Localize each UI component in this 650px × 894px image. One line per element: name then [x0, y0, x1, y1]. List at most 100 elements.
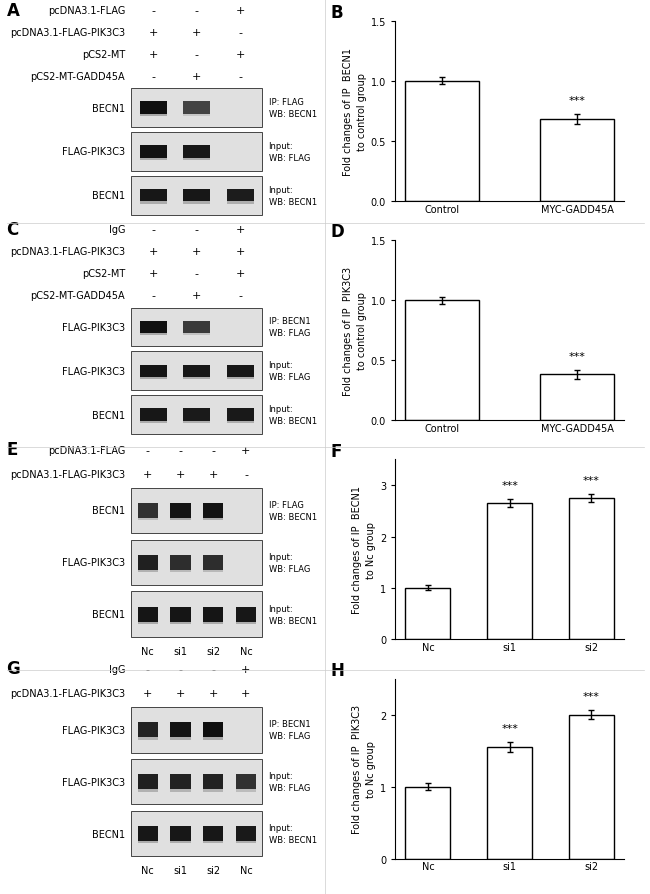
Text: IP: BECN1
WB: FLAG: IP: BECN1 WB: FLAG [268, 317, 310, 338]
Bar [540, 375, 614, 420]
Text: BECN1: BECN1 [92, 410, 125, 420]
Bar [131, 352, 263, 391]
Bar [203, 519, 224, 521]
Text: FLAG-PIK3C3: FLAG-PIK3C3 [62, 148, 125, 157]
Text: +: + [236, 269, 245, 279]
Text: +: + [148, 269, 158, 279]
Bar [170, 503, 190, 519]
Bar [203, 722, 224, 738]
Bar [170, 826, 190, 841]
Text: IgG: IgG [109, 664, 125, 674]
Bar [140, 321, 166, 333]
Text: pcDNA3.1-FLAG: pcDNA3.1-FLAG [47, 6, 125, 16]
Text: ***: *** [501, 480, 518, 491]
Text: Input:
WB: BECN1: Input: WB: BECN1 [268, 405, 317, 426]
Bar [488, 747, 532, 858]
Bar [227, 202, 254, 205]
Text: Nc: Nc [240, 646, 252, 656]
Bar [131, 177, 263, 215]
Text: pcDNA3.1-FLAG-PIK3C3: pcDNA3.1-FLAG-PIK3C3 [10, 247, 125, 257]
Text: Input:
WB: FLAG: Input: WB: FLAG [268, 361, 310, 382]
Text: si1: si1 [174, 865, 187, 875]
Bar [203, 841, 224, 844]
Text: -: - [195, 6, 199, 16]
Bar [183, 158, 211, 161]
Text: +: + [143, 688, 152, 698]
Bar [131, 133, 263, 172]
Text: H: H [331, 662, 345, 679]
Bar [140, 377, 166, 380]
Bar [183, 333, 211, 336]
Text: +: + [236, 50, 245, 60]
Bar [183, 321, 211, 333]
Bar [170, 555, 190, 570]
Bar [236, 622, 256, 625]
Bar [138, 841, 158, 844]
Text: BECN1: BECN1 [92, 829, 125, 839]
Text: ***: *** [569, 351, 586, 361]
Bar [131, 396, 263, 434]
Bar [183, 365, 211, 377]
Text: Nc: Nc [141, 865, 154, 875]
Text: -: - [151, 72, 155, 81]
Text: +: + [209, 469, 218, 479]
Text: Input:
WB: BECN1: Input: WB: BECN1 [268, 823, 317, 844]
Text: -: - [211, 664, 215, 674]
Bar [569, 715, 614, 858]
Text: +: + [236, 225, 245, 235]
Text: Input:
WB: FLAG: Input: WB: FLAG [268, 552, 310, 573]
Text: IP: FLAG
WB: BECN1: IP: FLAG WB: BECN1 [268, 501, 317, 521]
Text: pcDNA3.1-FLAG-PIK3C3: pcDNA3.1-FLAG-PIK3C3 [10, 469, 125, 479]
Text: G: G [6, 659, 20, 678]
Bar [227, 409, 254, 421]
Bar [131, 811, 263, 856]
Text: +: + [192, 291, 202, 300]
Bar [183, 377, 211, 380]
Text: BECN1: BECN1 [92, 506, 125, 516]
Bar [203, 789, 224, 792]
Bar [540, 120, 614, 201]
Bar [406, 787, 450, 858]
Text: -: - [211, 445, 215, 455]
Text: ***: *** [583, 692, 600, 702]
Bar [138, 789, 158, 792]
Text: +: + [192, 28, 202, 38]
Bar [183, 102, 211, 114]
Bar [203, 607, 224, 622]
Text: Input:
WB: BECN1: Input: WB: BECN1 [268, 186, 317, 207]
Bar [183, 202, 211, 205]
Text: +: + [192, 72, 202, 81]
Text: BECN1: BECN1 [92, 610, 125, 620]
Bar [170, 789, 190, 792]
Bar [138, 774, 158, 789]
Bar [236, 774, 256, 789]
Text: E: E [6, 440, 18, 459]
Bar [138, 503, 158, 519]
Text: pCS2-MT: pCS2-MT [82, 50, 125, 60]
Text: FLAG-PIK3C3: FLAG-PIK3C3 [62, 367, 125, 376]
Text: FLAG-PIK3C3: FLAG-PIK3C3 [62, 777, 125, 787]
Text: +: + [241, 445, 251, 455]
Text: BECN1: BECN1 [92, 104, 125, 114]
Bar [138, 622, 158, 625]
Bar [170, 519, 190, 521]
Text: +: + [236, 6, 245, 16]
Text: IgG: IgG [109, 225, 125, 235]
Text: -: - [146, 445, 150, 455]
Bar [131, 592, 263, 637]
Bar [203, 774, 224, 789]
Bar [138, 570, 158, 573]
Bar [236, 826, 256, 841]
Bar [140, 114, 166, 117]
Text: IP: FLAG
WB: BECN1: IP: FLAG WB: BECN1 [268, 98, 317, 119]
Text: +: + [148, 247, 158, 257]
Bar [203, 570, 224, 573]
Bar [203, 503, 224, 519]
Text: -: - [195, 269, 199, 279]
Bar [227, 365, 254, 377]
Text: Input:
WB: FLAG: Input: WB: FLAG [268, 772, 310, 792]
Text: -: - [179, 664, 183, 674]
Bar [140, 146, 166, 158]
Bar [227, 421, 254, 424]
Text: pcDNA3.1-FLAG-PIK3C3: pcDNA3.1-FLAG-PIK3C3 [10, 688, 125, 698]
